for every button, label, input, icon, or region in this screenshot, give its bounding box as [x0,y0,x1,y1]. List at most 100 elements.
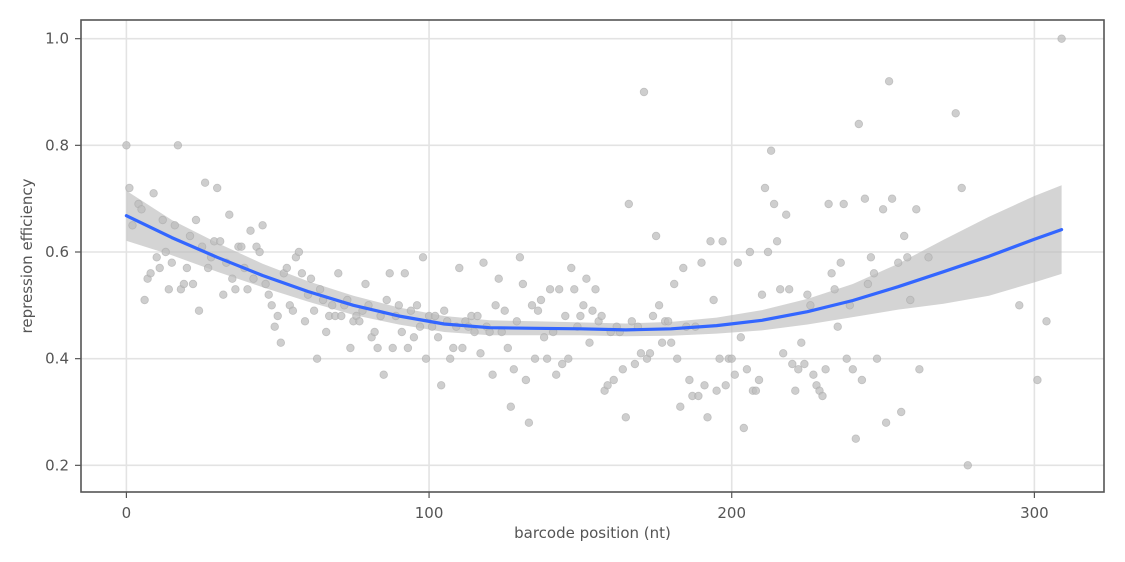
data-point [455,263,464,273]
data-point [231,285,240,294]
data-point [542,354,552,363]
data-point [667,338,676,347]
confidence-ribbon-layer [126,185,1062,337]
data-point [137,205,146,214]
data-point [830,285,839,294]
data-point [418,253,428,262]
data-point [306,274,316,283]
data-point [703,413,712,422]
data-point [215,237,225,246]
data-point [579,301,588,310]
data-point [521,375,531,385]
data-point [618,365,627,374]
data-point [249,274,258,283]
data-point [337,311,346,321]
data-point [639,87,649,97]
data-point [146,269,155,278]
data-point [440,306,449,315]
data-point [237,242,246,251]
data-point [827,269,836,278]
data-point [533,306,543,315]
data-point [821,365,830,374]
data-point [446,354,455,363]
data-point [833,322,842,331]
data-point [515,253,525,262]
data-point [255,247,264,257]
data-point [733,258,742,267]
data-point [476,349,485,358]
data-point [228,274,237,283]
data-point [754,375,764,385]
data-point [757,290,767,299]
data-point [282,263,291,273]
data-point [403,343,413,353]
x-tick-label: 0 [122,504,132,522]
data-point [739,423,748,433]
data-point [264,290,273,299]
data-point [449,343,458,353]
data-point [582,274,591,283]
data-point [500,306,509,315]
data-point [212,183,222,193]
data-point [854,119,863,129]
data-point [458,343,467,353]
data-point [545,285,555,294]
data-point [315,285,325,294]
y-tick-label: 1.0 [45,30,69,48]
data-point [297,269,307,278]
data-point [788,359,797,369]
data-point [191,215,201,225]
data-point [188,279,198,289]
data-point [670,279,679,289]
data-point [491,301,500,310]
data-point [479,258,488,267]
data-point [140,295,149,305]
data-point [503,343,512,353]
data-point [591,285,600,294]
data-point [409,333,419,342]
data-point [700,381,709,390]
data-point [1057,34,1066,43]
data-point [167,258,176,267]
data-point [951,109,960,118]
data-point [294,247,304,257]
data-point [836,258,845,267]
data-point [727,354,736,363]
data-point [860,194,870,203]
x-tick-label: 100 [415,504,444,522]
data-point [494,274,503,283]
data-point [654,301,664,310]
data-point [648,311,658,321]
data-point [742,365,752,374]
data-point [800,359,809,369]
data-point [736,333,745,342]
data-point [903,253,912,262]
grid [81,20,1104,492]
data-point [243,285,252,294]
data-point [125,183,134,193]
data-point [173,141,183,150]
data-point [558,359,567,369]
data-point [745,247,755,257]
x-tick-label: 300 [1020,504,1049,522]
data-point [370,327,379,337]
data-point [664,317,673,326]
data-point [406,306,416,315]
plot-panel-border [80,19,1105,493]
data-point [328,301,337,310]
data-point [782,210,791,219]
data-point [185,231,195,241]
data-point [785,285,794,294]
data-point [361,279,370,289]
data-point [900,231,909,241]
data-point [203,263,213,273]
data-point [576,311,585,321]
data-point [791,386,800,395]
smooth-line-layer [124,214,1064,332]
data-point [621,413,630,422]
data-point [906,295,915,305]
data-point [1015,301,1024,310]
data-point [763,247,773,257]
data-point [219,290,228,299]
data-point [152,253,161,262]
